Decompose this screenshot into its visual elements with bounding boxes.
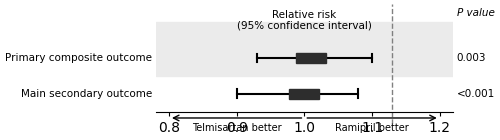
Text: Ramipril better: Ramipril better <box>335 123 409 133</box>
FancyBboxPatch shape <box>290 89 320 99</box>
FancyBboxPatch shape <box>296 53 326 63</box>
Text: Relative risk: Relative risk <box>272 10 336 20</box>
Text: Telmisartan better: Telmisartan better <box>192 123 282 133</box>
Text: Primary composite outcome: Primary composite outcome <box>5 53 152 63</box>
Text: <0.001: <0.001 <box>456 89 495 99</box>
Text: Main secondary outcome: Main secondary outcome <box>21 89 152 99</box>
Text: (95% confidence interval): (95% confidence interval) <box>237 20 372 30</box>
Text: 0.003: 0.003 <box>456 53 486 63</box>
Text: P value: P value <box>456 8 494 18</box>
Bar <box>156 22 453 76</box>
